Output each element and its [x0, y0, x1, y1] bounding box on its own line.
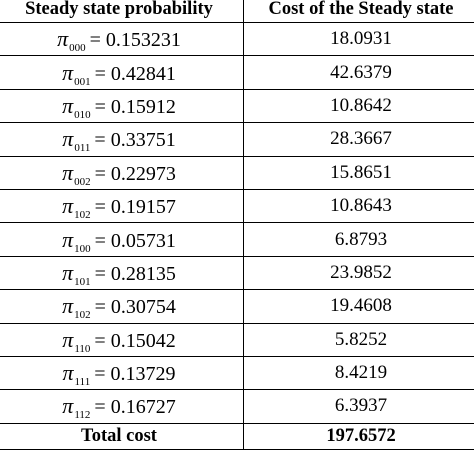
cost-cell: 23.9852: [244, 256, 474, 289]
probability-value: 0.19157: [111, 196, 176, 218]
state-subscript: 010: [74, 109, 91, 121]
total-row: Total cost 197.6572: [0, 423, 474, 449]
state-subscript: 102: [74, 209, 91, 221]
state-subscript: 100: [74, 243, 91, 255]
pi-symbol: π: [62, 327, 73, 352]
equals-sign: =: [95, 196, 106, 218]
pi-symbol: π: [63, 360, 74, 385]
pi-symbol: π: [62, 260, 73, 285]
equals-sign: =: [95, 263, 106, 285]
table-row: π000 =0.153231 18.0931: [0, 23, 474, 56]
probability-value: 0.05731: [111, 230, 176, 252]
equals-sign: =: [94, 330, 105, 352]
probability-cell: π101 =0.28135: [0, 256, 244, 289]
cost-cell: 19.4608: [244, 290, 474, 323]
probability-cell: π102 =0.30754: [0, 290, 244, 323]
cost-cell: 18.0931: [244, 23, 474, 56]
equals-sign: =: [90, 29, 101, 51]
table-row: π001 =0.42841 42.6379: [0, 56, 474, 89]
state-subscript: 001: [74, 76, 91, 88]
table-header-row: Steady state probability Cost of the Ste…: [0, 0, 474, 23]
probability-cell: π112 = 0.16727: [0, 390, 244, 423]
header-probability: Steady state probability: [0, 0, 244, 23]
probability-cell: π000 =0.153231: [0, 23, 244, 56]
equals-sign: =: [95, 63, 106, 85]
probability-value: 0.28135: [111, 263, 176, 285]
probability-value: 0.15912: [111, 96, 176, 118]
pi-symbol: π: [57, 26, 68, 51]
pi-symbol: π: [62, 193, 73, 218]
equals-sign: =: [94, 129, 105, 151]
probability-value: 0.30754: [111, 296, 176, 318]
probability-cell: π100 =0.05731: [0, 223, 244, 256]
probability-cell: π010 =0.15912: [0, 89, 244, 122]
probability-cell: π102 =0.19157: [0, 189, 244, 222]
table-row: π112 = 0.16727 6.3937: [0, 390, 474, 423]
total-label: Total cost: [0, 423, 244, 449]
table-row: π002 =0.22973 15.8651: [0, 156, 474, 189]
header-cost: Cost of the Steady state: [244, 0, 474, 23]
cost-cell: 8.4219: [244, 356, 474, 389]
cost-cell: 6.8793: [244, 223, 474, 256]
cost-cell: 10.8643: [244, 189, 474, 222]
state-subscript: 111: [75, 376, 91, 388]
table-row: π010 =0.15912 10.8642: [0, 89, 474, 122]
equals-sign: =: [94, 396, 105, 418]
cost-cell: 28.3667: [244, 123, 474, 156]
cost-cell: 15.8651: [244, 156, 474, 189]
probability-cell: π110 = 0.15042: [0, 323, 244, 356]
state-subscript: 011: [74, 142, 90, 154]
equals-sign: =: [95, 230, 106, 252]
pi-symbol: π: [62, 160, 73, 185]
table-row: π011 = 0.33751 28.3667: [0, 123, 474, 156]
state-subscript: 101: [74, 276, 91, 288]
equals-sign: =: [95, 96, 106, 118]
equals-sign: =: [94, 363, 105, 385]
state-subscript: 112: [74, 409, 90, 421]
state-subscript: 110: [74, 343, 90, 355]
probability-value: 0.42841: [111, 63, 176, 85]
cost-cell: 42.6379: [244, 56, 474, 89]
cost-cell: 5.8252: [244, 323, 474, 356]
pi-symbol: π: [62, 227, 73, 252]
table-row: π101 =0.28135 23.9852: [0, 256, 474, 289]
pi-symbol: π: [62, 126, 73, 151]
cost-cell: 10.8642: [244, 89, 474, 122]
probability-cell: π011 = 0.33751: [0, 123, 244, 156]
probability-value: 0.13729: [111, 363, 176, 385]
probability-value: 0.22973: [111, 163, 176, 185]
probability-value: 0.16727: [111, 396, 176, 418]
state-subscript: 002: [74, 176, 91, 188]
table-row: π110 = 0.15042 5.8252: [0, 323, 474, 356]
table-row: π102 =0.19157 10.8643: [0, 189, 474, 222]
probability-cell: π001 =0.42841: [0, 56, 244, 89]
pi-symbol: π: [62, 60, 73, 85]
pi-symbol: π: [62, 293, 73, 318]
probability-cell: π002 =0.22973: [0, 156, 244, 189]
probability-value: 0.15042: [111, 330, 176, 352]
table-row: π100 =0.05731 6.8793: [0, 223, 474, 256]
cost-cell: 6.3937: [244, 390, 474, 423]
table-row: π102 =0.30754 19.4608: [0, 290, 474, 323]
pi-symbol: π: [62, 93, 73, 118]
probability-cell: π111= 0.13729: [0, 356, 244, 389]
probability-value: 0.33751: [111, 129, 176, 151]
state-subscript: 000: [69, 42, 86, 54]
table-row: π111= 0.13729 8.4219: [0, 356, 474, 389]
equals-sign: =: [95, 296, 106, 318]
equals-sign: =: [95, 163, 106, 185]
pi-symbol: π: [62, 393, 73, 418]
probability-value: 0.153231: [106, 29, 181, 51]
total-value: 197.6572: [244, 423, 474, 449]
state-subscript: 102: [74, 309, 91, 321]
